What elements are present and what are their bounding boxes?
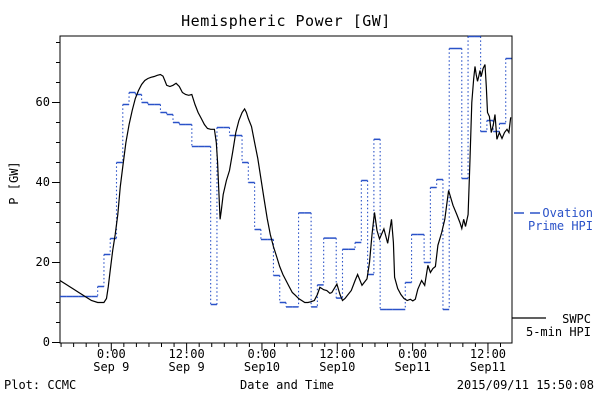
y-tick-label: 20 (35, 254, 50, 269)
x-tick-date-label: Sep11 (394, 360, 431, 374)
y-tick-label: 40 (35, 174, 50, 189)
x-axis-title: Date and Time (240, 378, 334, 392)
legend-swpc-line1: SWPC (562, 312, 591, 326)
y-tick-label: 0 (42, 334, 50, 349)
y-tick-label: 60 (35, 94, 50, 109)
x-tick-date-label: Sep 9 (168, 360, 205, 374)
x-tick-date-label: Sep11 (469, 360, 507, 374)
x-tick-date-label: Sep10 (243, 360, 281, 374)
x-tick-date-label: Sep10 (319, 360, 356, 374)
legend-ovation-line1: Ovation (542, 206, 593, 220)
timestamp: 2015/09/11 15:50:08 (456, 378, 594, 392)
x-tick-time-label: 0:00 (96, 347, 126, 361)
legend-ovation-line2: Prime HPI (527, 219, 593, 233)
x-tick-time-label: 12:00 (319, 347, 356, 361)
x-tick-date-label: Sep 9 (93, 360, 130, 374)
chart-title: Hemispheric Power [GW] (181, 12, 391, 30)
plot-border (59, 35, 513, 344)
x-tick-time-label: 12:00 (469, 347, 507, 361)
x-tick-time-label: 0:00 (247, 347, 277, 361)
swpc-series-line (59, 64, 512, 304)
plot-credit: Plot: CCMC (4, 378, 77, 392)
x-tick-time-label: 0:00 (398, 347, 428, 361)
legend-swpc-line2: 5-min HPI (525, 325, 591, 339)
x-tick-time-label: 12:00 (168, 347, 205, 361)
